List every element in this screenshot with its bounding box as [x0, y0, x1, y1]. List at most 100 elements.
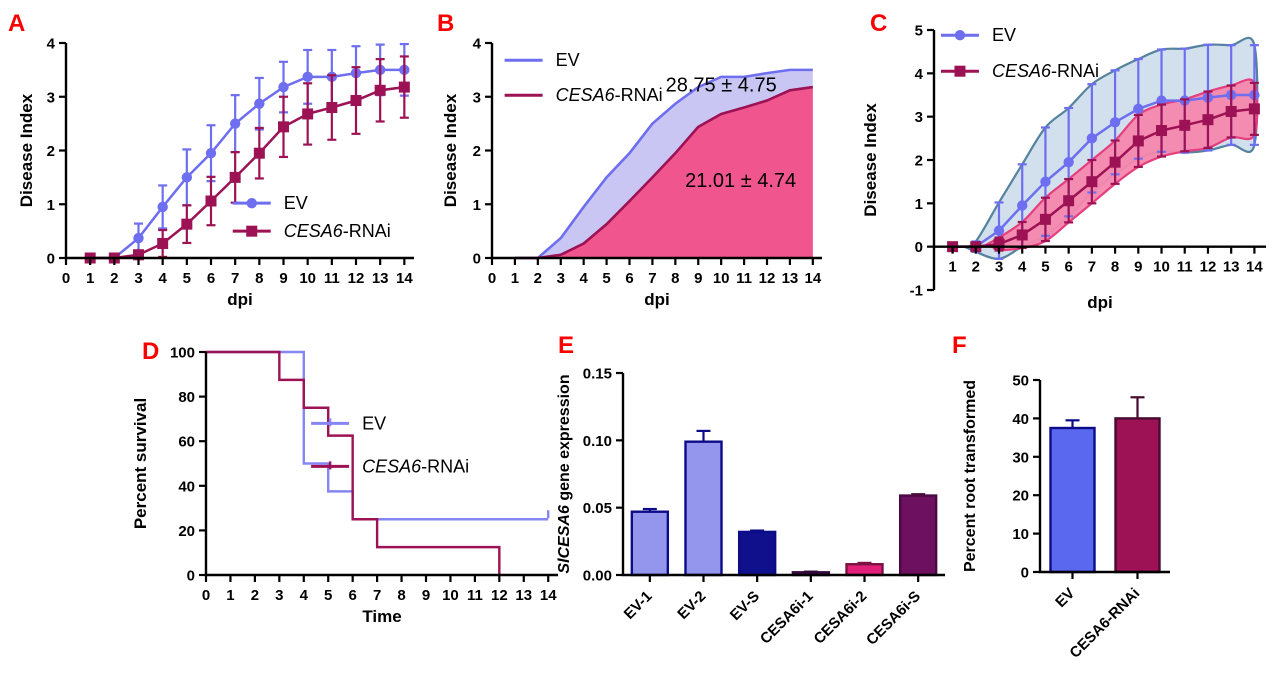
y-tick-label: 2: [915, 153, 923, 170]
y-tick-label: 4: [915, 66, 924, 83]
y-tick-label: 0: [915, 239, 923, 256]
x-tick-label: 7: [648, 270, 656, 287]
bar-EV: [1049, 419, 1096, 574]
y-tick-label: 30: [1012, 449, 1029, 466]
x-tick-label: 10: [713, 270, 730, 287]
legend: EV CESA6-RNAi: [311, 413, 469, 476]
legend: EV CESA6-RNAi: [940, 25, 1099, 81]
x-tick-label: 9: [422, 587, 430, 604]
x-axis-title: dpi: [1087, 293, 1113, 312]
x-tick-label: 8: [1111, 259, 1119, 276]
y-tick-label: 1: [915, 196, 923, 213]
x-tick-label: 5: [324, 587, 332, 604]
bar-CESA6i-S: [898, 493, 938, 577]
x-tick-label: 12: [759, 270, 776, 287]
x-tick-label: 8: [397, 587, 405, 604]
y-tick-label: 20: [178, 523, 195, 540]
x-tick-label: 6: [1064, 259, 1072, 276]
x-tick-label: 3: [995, 259, 1003, 276]
x-tick-label: 5: [602, 270, 610, 287]
legend: EV CESA6-RNAi: [232, 193, 391, 241]
panel-a-label: A: [8, 10, 26, 37]
x-tick-label: 11: [467, 587, 483, 604]
y-axis-title: Disease Index: [861, 103, 880, 217]
x-axis-title: dpi: [227, 290, 253, 309]
x-category-label: EV-2: [674, 588, 709, 623]
x-tick-label: 2: [110, 270, 118, 287]
plot-area: [630, 429, 938, 577]
x-tick-label: 13: [515, 587, 532, 604]
y-tick-label: 40: [178, 478, 195, 495]
legend-label: EV: [362, 413, 386, 433]
panel-f-label: F: [952, 332, 967, 359]
x-tick-label: 4: [1018, 259, 1027, 276]
y-tick-label: 50: [1012, 373, 1029, 390]
x-tick-label: 0: [488, 270, 496, 287]
y-tick-label: 0.00: [583, 568, 612, 585]
survival-series-CESA6-RNAi: [206, 350, 501, 575]
y-tick-label: 100: [170, 345, 195, 362]
panel-e-label: E: [558, 332, 575, 359]
y-axis-title: Disease Index: [17, 93, 36, 207]
bar-EV-2: [684, 429, 723, 577]
x-tick-label: 10: [442, 587, 459, 604]
x-category-label: CESA6i-1: [757, 588, 817, 648]
y-tick-label: 80: [178, 389, 195, 406]
y-tick-label: 4: [47, 36, 56, 53]
bar-CESA6i-2: [845, 561, 884, 577]
x-tick-label: 7: [1088, 259, 1096, 276]
x-tick-label: 9: [279, 270, 287, 287]
y-tick-label: 0: [187, 568, 195, 585]
y-tick-label: 2: [47, 143, 55, 160]
y-tick-label: 5: [915, 23, 923, 40]
x-tick-label: 6: [625, 270, 633, 287]
legend-label: CESA6-RNAi: [362, 456, 469, 476]
x-axis-title: dpi: [644, 290, 670, 309]
y-tick-label: 0.10: [583, 433, 612, 450]
y-tick-label: 3: [915, 109, 923, 126]
y-tick-label: 2: [473, 143, 481, 160]
legend-label: CESA6-RNAi: [284, 221, 391, 241]
x-tick-label: 3: [557, 270, 565, 287]
x-tick-label: 8: [671, 270, 679, 287]
x-tick-label: 6: [348, 587, 356, 604]
y-tick-label: 0.15: [583, 366, 612, 383]
legend-label: CESA6-RNAi: [992, 61, 1099, 81]
x-tick-label: 10: [299, 270, 316, 287]
y-tick-label: 3: [47, 89, 55, 106]
x-tick-label: 2: [534, 270, 542, 287]
legend-label: EV: [556, 50, 580, 70]
annotation: 21.01 ± 4.74: [685, 170, 796, 192]
bar-CESA6-RNAi: [1114, 396, 1161, 574]
y-axis-title: Percent survival: [131, 398, 150, 529]
legend-label: EV: [992, 25, 1016, 45]
y-tick-label: 1: [473, 197, 481, 214]
x-tick-label: 4: [300, 587, 309, 604]
y-axis-title: Disease Index: [441, 93, 460, 207]
plot-area: [84, 42, 410, 264]
x-tick-label: 14: [1246, 259, 1263, 276]
x-category-label: CESA6-RNAi: [1066, 585, 1143, 662]
x-tick-label: 12: [491, 587, 508, 604]
y-tick-label: 0: [47, 251, 55, 268]
x-tick-label: 9: [694, 270, 702, 287]
x-tick-label: 11: [736, 270, 752, 287]
legend: EV CESA6-RNAi: [504, 50, 663, 105]
y-tick-label: 0: [473, 251, 481, 268]
x-category-label: EV-S: [727, 588, 763, 624]
x-tick-label: 10: [1153, 259, 1170, 276]
x-category-label: EV: [1052, 585, 1078, 611]
x-tick-label: 11: [324, 270, 340, 287]
y-tick-label: 0.05: [583, 500, 612, 517]
x-tick-label: 9: [1134, 259, 1142, 276]
x-tick-label: 3: [275, 587, 283, 604]
y-tick-label: 10: [1012, 526, 1029, 543]
